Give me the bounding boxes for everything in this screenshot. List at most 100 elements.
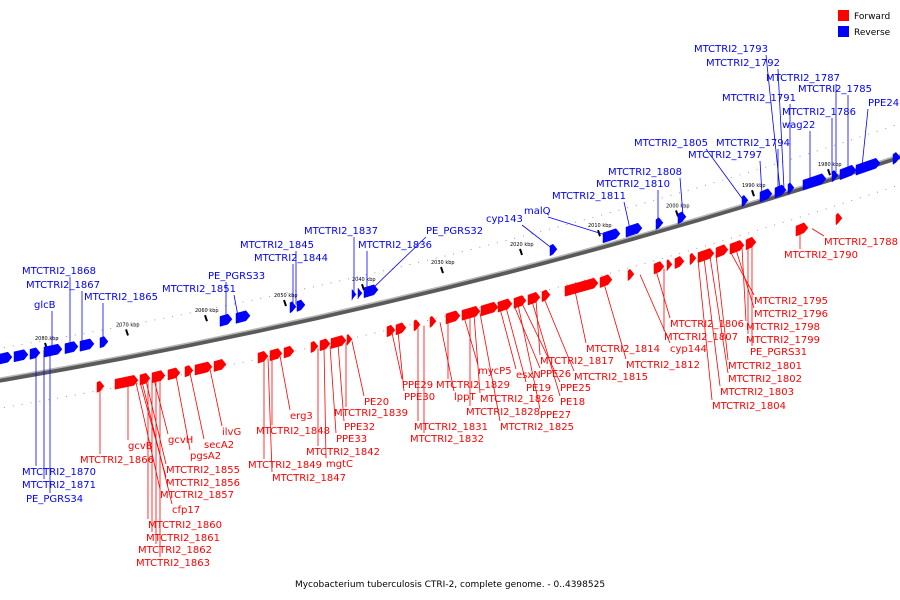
gene-label-mtctri2-1804: MTCTRI2_1804 <box>712 401 786 412</box>
leader-line <box>741 247 747 322</box>
forward-gene <box>257 350 269 364</box>
gene-label-lppt: lppT <box>454 392 476 403</box>
forward-gene <box>96 380 105 393</box>
leader-line <box>463 316 479 366</box>
reverse-gene <box>602 228 621 244</box>
gene-label-gcvh: gcvH <box>168 435 193 446</box>
gene-label-cfp17: cfp17 <box>172 505 200 516</box>
leader-line <box>709 256 729 374</box>
gene-label-mtctri2-1836: MTCTRI2_1836 <box>358 240 432 251</box>
leader-line <box>759 160 763 195</box>
leader-line <box>391 332 403 380</box>
gene-label-pe19: PE19 <box>526 383 551 394</box>
leader-line <box>543 298 575 372</box>
gene-label-ppe29: PPE29 <box>402 380 433 391</box>
gene-label-mtctri2-1803: MTCTRI2_1803 <box>720 387 794 398</box>
forward-gene <box>666 259 673 272</box>
forward-gene <box>599 274 613 289</box>
leader-line <box>337 344 345 422</box>
gene-label-mtctri2-1793: MTCTRI2_1793 <box>694 44 768 55</box>
gene-label-seca2: secA2 <box>204 440 234 451</box>
gene-label-ppe26: PPE26 <box>540 369 571 380</box>
reverse-gene <box>289 301 297 314</box>
forward-gene <box>114 375 139 390</box>
gene-label-mtctri2-1787: MTCTRI2_1787 <box>766 73 840 84</box>
gene-label-mtctri2-1837: MTCTRI2_1837 <box>304 226 378 237</box>
reverse-gene <box>759 188 773 203</box>
reverse-gene <box>677 211 687 225</box>
forward-gene <box>319 338 331 352</box>
leader-line <box>861 108 869 167</box>
gene-label-mtctri2-1799: MTCTRI2_1799 <box>746 335 820 346</box>
reverse-gene <box>549 243 558 257</box>
gene-label-mtctri2-1788: MTCTRI2_1788 <box>824 237 898 248</box>
gene-label-mtctri2-1790: MTCTRI2_1790 <box>784 250 858 261</box>
tick-label: 2040 kbp <box>352 277 376 283</box>
forward-gene <box>795 222 809 237</box>
gene-label-ppe33: PPE33 <box>336 434 367 445</box>
gene-label-mycp5: mycP5 <box>478 366 512 377</box>
leader-line <box>765 54 781 190</box>
gene-label-mtctri2-1862: MTCTRI2_1862 <box>138 545 212 556</box>
forward-gene <box>513 295 527 309</box>
leader-line <box>729 250 755 296</box>
gene-label-mtctri2-1817: MTCTRI2_1817 <box>540 356 614 367</box>
gene-label-mtctri2-1815: MTCTRI2_1815 <box>574 372 648 383</box>
gene-label-ppe27: PPE27 <box>540 410 571 421</box>
reverse-gene <box>235 310 251 324</box>
forward-gene <box>194 361 213 376</box>
map-caption: Mycobacterium tuberculosis CTRI-2, compl… <box>295 580 605 590</box>
gene-label-ppe32: PPE32 <box>344 422 375 433</box>
tick-mark <box>204 314 208 322</box>
gene-label-mgtc: mgtC <box>326 459 353 470</box>
leader-line <box>513 305 541 369</box>
reverse-gene <box>13 349 29 363</box>
reverse-gene <box>0 351 13 365</box>
leader-line <box>473 314 481 394</box>
leader-line <box>655 270 671 319</box>
gene-label-mtctri2-1811: MTCTRI2_1811 <box>552 191 626 202</box>
gene-label-mtctri2-1866: MTCTRI2_1866 <box>80 455 154 466</box>
gene-label-mtctri2-1865: MTCTRI2_1865 <box>84 292 158 303</box>
reverse-gene <box>802 173 827 191</box>
gene-label-erg3: erg3 <box>290 411 313 422</box>
forward-gene <box>835 212 843 226</box>
gene-label-mtctri2-1814: MTCTRI2_1814 <box>586 344 660 355</box>
gene-label-mtctri2-1849: MTCTRI2_1849 <box>248 460 322 471</box>
gene-label-mtctri2-1867: MTCTRI2_1867 <box>26 280 100 291</box>
tick-label: 2030 kbp <box>431 260 455 266</box>
gene-label-mtctri2-1829: MTCTRI2_1829 <box>436 380 510 391</box>
leader-line <box>547 216 607 236</box>
gene-label-mtctri2-1855: MTCTRI2_1855 <box>166 465 240 476</box>
gene-label-mtctri2-1786: MTCTRI2_1786 <box>782 107 856 118</box>
leader-line <box>705 148 744 200</box>
label-leader-lines <box>35 54 869 557</box>
leader-line <box>499 308 517 370</box>
leader-line <box>521 303 561 383</box>
gene-label-mtctri2-1868: MTCTRI2_1868 <box>22 266 96 277</box>
leader-line <box>639 274 671 344</box>
gene-label-ppe30: PPE30 <box>404 392 435 403</box>
leader-line <box>267 358 273 473</box>
legend: Forward Reverse <box>838 10 891 38</box>
leader-line <box>329 345 337 434</box>
feature-labels: MTCTRI2_1868 MTCTRI2_1867 glcB MTCTRI2_1865… <box>22 44 899 569</box>
gene-label-mtctri2-1805: MTCTRI2_1805 <box>634 138 708 149</box>
leader-line <box>279 355 291 411</box>
leader-line <box>735 249 755 309</box>
leader-line <box>505 307 527 383</box>
forward-gene <box>527 291 541 306</box>
leader-line <box>479 313 501 422</box>
gene-label-mtctri2-1863: MTCTRI2_1863 <box>136 558 210 569</box>
leader-line <box>715 254 729 361</box>
forward-gene <box>429 315 437 328</box>
forward-gene <box>413 319 421 332</box>
forward-gene <box>541 289 551 303</box>
leader-line <box>189 372 205 440</box>
leader-line <box>535 300 541 356</box>
reverse-gene <box>29 347 41 360</box>
gene-label-mtctri2-1847: MTCTRI2_1847 <box>272 473 346 484</box>
gene-label-mtctri2-1810: MTCTRI2_1810 <box>596 179 670 190</box>
forward-gene <box>213 359 227 372</box>
